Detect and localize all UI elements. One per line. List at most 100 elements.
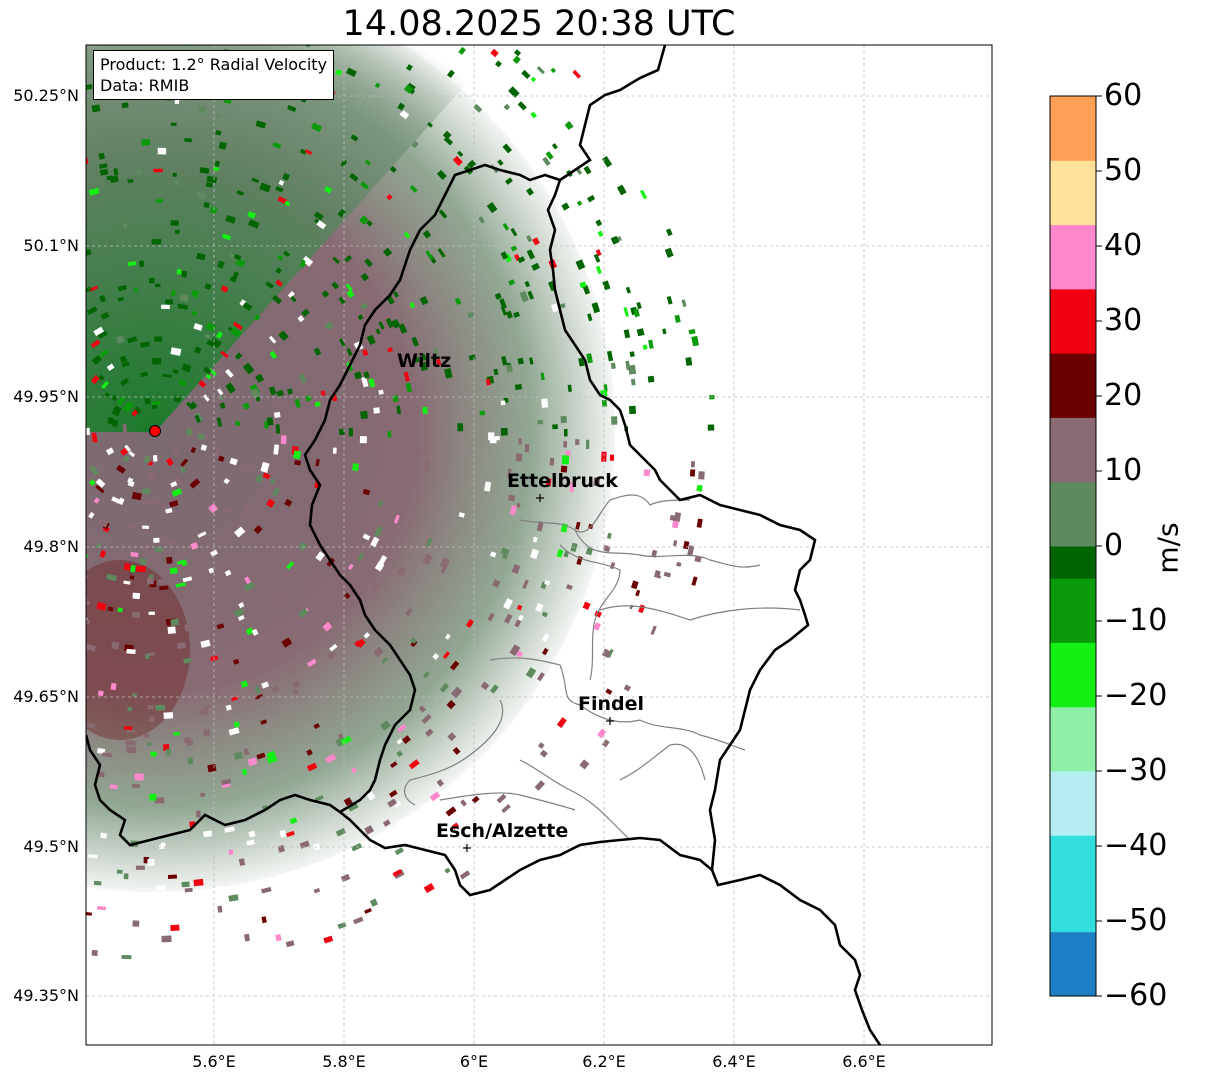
radar-pixel: [486, 202, 498, 214]
radar-pixel: [184, 623, 195, 632]
radar-pixel: [223, 99, 232, 104]
radar-pixel: [636, 328, 645, 337]
radar-pixel: [228, 849, 234, 856]
radar-pixel: [171, 488, 183, 497]
colorbar-tick-label: −10: [1104, 603, 1168, 638]
radar-pixel: [575, 439, 580, 445]
radar-pixel: [139, 260, 145, 268]
lat-label: 49.8°N: [23, 537, 79, 556]
radar-pixel: [141, 500, 152, 505]
radar-pixel: [173, 732, 180, 736]
radar-pixel: [151, 499, 160, 504]
radar-pixel: [275, 424, 281, 434]
radar-pixel: [199, 167, 210, 174]
radar-pixel: [586, 194, 596, 203]
radar-pixel: [526, 249, 536, 260]
radar-pixel: [477, 812, 484, 819]
radar-pixel: [262, 472, 271, 480]
radar-pixel: [587, 313, 593, 322]
radar-pixel: [513, 311, 520, 318]
radar-pixel: [525, 667, 537, 679]
radar-pixel: [563, 441, 567, 448]
radar-pixel: [601, 399, 607, 407]
radar-pixel: [160, 842, 166, 848]
radar-pixel: [275, 267, 282, 274]
radar-pixel: [205, 182, 213, 188]
radar-pixel: [260, 719, 268, 725]
radar-pixel: [586, 353, 593, 364]
radar-pixel: [347, 563, 354, 571]
radar-pixel: [595, 265, 602, 275]
radar-pixel: [502, 223, 510, 231]
radar-pixel: [11, 336, 20, 345]
radar-pixel: [247, 757, 258, 767]
radar-pixel: [335, 68, 343, 76]
radar-pixel: [279, 829, 287, 838]
radar-pixel: [290, 544, 299, 553]
radar-pixel: [536, 66, 545, 75]
radar-pixel: [253, 314, 261, 321]
radar-pixel: [386, 296, 395, 305]
radar-pixel: [147, 705, 154, 710]
radar-pixel: [253, 525, 263, 535]
radar-pixel: [591, 302, 601, 314]
radar-pixel: [195, 893, 203, 898]
radar-pixel: [694, 556, 702, 563]
radar-pixel: [348, 521, 355, 528]
radar-pixel: [256, 752, 266, 760]
radar-pixel: [123, 562, 131, 571]
radar-pixel: [396, 750, 403, 758]
radar-pixel: [406, 64, 413, 72]
radar-pixel: [29, 360, 35, 366]
radar-pixel: [552, 424, 558, 430]
colorbar-step: [1050, 706, 1096, 740]
radar-pixel: [210, 549, 218, 557]
radar-pixel: [162, 373, 172, 378]
radar-pixel: [532, 237, 540, 246]
radar-pixel: [360, 181, 370, 190]
radar-pixel: [159, 585, 169, 591]
radar-pixel: [392, 869, 403, 877]
radar-pixel: [595, 219, 603, 227]
radar-pixel: [0, 339, 9, 349]
colorbar-tick-label: −60: [1104, 978, 1168, 1013]
radar-pixel: [465, 619, 474, 628]
colorbar-tick-label: −20: [1104, 678, 1168, 713]
radar-pixel: [501, 804, 511, 814]
radar-pixel: [505, 177, 513, 185]
radar-pixel: [510, 227, 518, 237]
radar-pixel: [611, 416, 618, 425]
radar-site-marker[interactable]: [149, 425, 161, 437]
radar-pixel: [170, 220, 179, 226]
radar-pixel: [349, 172, 359, 182]
radar-pixel: [377, 500, 384, 507]
radar-pixel: [570, 777, 579, 786]
radar-pixel: [106, 573, 118, 582]
radar-pixel: [166, 457, 174, 467]
radar-pixel: [509, 505, 517, 516]
radar-pixel: [170, 924, 180, 931]
radar-pixel: [361, 376, 369, 388]
radar-pixel: [51, 566, 61, 576]
colorbar-step: [1050, 192, 1096, 226]
radar-pixel: [335, 828, 347, 837]
lon-label: 6°E: [459, 1052, 489, 1071]
radar-pixel: [425, 250, 434, 261]
radar-pixel: [1, 334, 12, 346]
radar-pixel: [11, 175, 19, 183]
radar-pixel: [653, 570, 663, 579]
radar-pixel: [425, 728, 434, 737]
radar-pixel: [685, 357, 693, 366]
radar-pixel: [130, 551, 139, 558]
radar-pixel: [502, 143, 513, 154]
radar-pixel: [585, 547, 593, 556]
radar-pixel: [662, 328, 667, 335]
radar-pixel: [391, 318, 401, 329]
radar-pixel: [494, 292, 502, 300]
radar-pixel: [266, 417, 274, 426]
radar-pixel: [532, 536, 538, 543]
radar-pixel: [409, 302, 416, 309]
radar-pixel: [149, 716, 155, 722]
radar-pixel: [233, 751, 243, 760]
